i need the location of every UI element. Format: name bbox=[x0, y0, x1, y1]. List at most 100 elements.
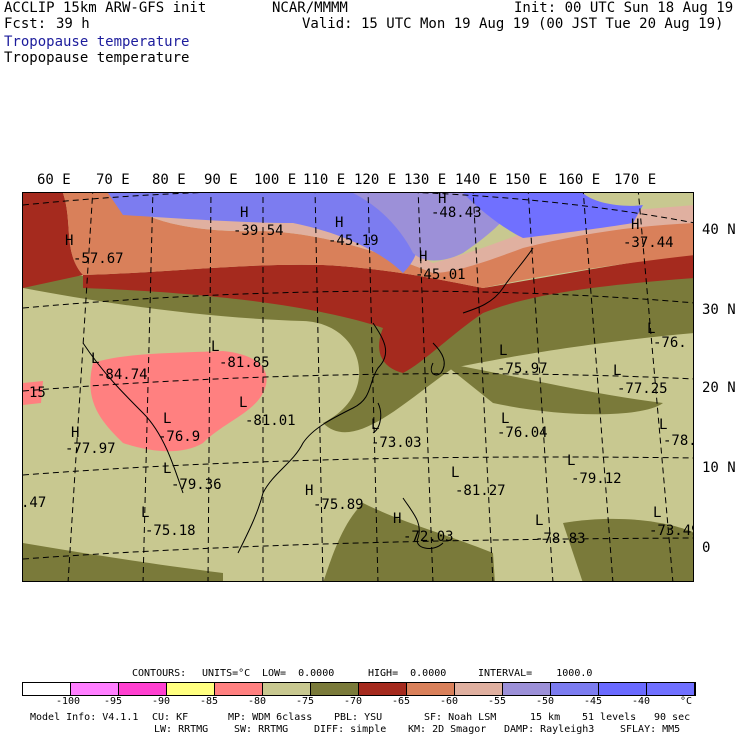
colorbar-tick-label: -65 bbox=[392, 696, 411, 707]
lat-label: 0 bbox=[702, 540, 711, 556]
colorbar-tick-label: -90 bbox=[152, 696, 171, 707]
extremum-value: -72.03 bbox=[403, 529, 454, 545]
field-region-minus50 bbox=[353, 193, 523, 261]
lon-label: 100 E bbox=[254, 172, 297, 188]
extremum-value: .47 bbox=[22, 495, 47, 511]
extremum-label: L bbox=[163, 461, 172, 477]
low-label: LOW= 0.0000 bbox=[262, 668, 335, 679]
extremum-value: -81.85 bbox=[219, 355, 270, 371]
colorbar-tick-label: -70 bbox=[344, 696, 363, 707]
colorbar-swatch bbox=[455, 683, 503, 695]
extremum-value: -75.97 bbox=[497, 361, 548, 377]
lon-label: 70 E bbox=[96, 172, 130, 188]
timestep: 90 sec bbox=[654, 712, 691, 723]
field-region-minus70 bbox=[563, 518, 693, 581]
lon-label: 60 E bbox=[37, 172, 71, 188]
extremum-value: -77.25 bbox=[617, 381, 668, 397]
extremum-value: -73.49 bbox=[649, 523, 693, 539]
extremum-value: -45.01 bbox=[415, 267, 466, 283]
lon-label: 90 E bbox=[204, 172, 238, 188]
lat-label: 30 N bbox=[702, 302, 736, 318]
extremum-label: L bbox=[211, 339, 220, 355]
colorbar-swatch bbox=[551, 683, 599, 695]
colorbar bbox=[22, 682, 696, 696]
km-scheme: KM: 2D Smagor bbox=[408, 724, 487, 735]
colorbar-tick-label: -80 bbox=[248, 696, 267, 707]
lon-label: 120 E bbox=[354, 172, 397, 188]
extremum-value: 15 bbox=[29, 385, 46, 401]
sw-scheme: SW: RRTMG bbox=[234, 724, 289, 735]
extremum-value: -39.54 bbox=[233, 223, 284, 239]
lon-label: 160 E bbox=[558, 172, 601, 188]
extremum-label: L bbox=[163, 411, 172, 427]
resolution: 15 km bbox=[530, 712, 561, 723]
colorbar-swatch bbox=[407, 683, 455, 695]
extremum-value: -37.44 bbox=[623, 235, 674, 251]
model-info: Model Info: V4.1.1 bbox=[30, 712, 139, 723]
colorbar-swatch bbox=[71, 683, 119, 695]
field-region-minus80 bbox=[90, 351, 267, 452]
colorbar-swatch bbox=[119, 683, 167, 695]
extremum-label: H bbox=[419, 249, 428, 265]
colorbar-tick-label: -60 bbox=[440, 696, 459, 707]
extremum-label: H bbox=[393, 511, 402, 527]
sflay-scheme: SFLAY: MM5 bbox=[620, 724, 681, 735]
field-title-black: Tropopause temperature bbox=[4, 50, 190, 66]
extremum-value: -76. bbox=[653, 335, 687, 351]
colorbar-swatch bbox=[359, 683, 407, 695]
forecast-hour: 39 h bbox=[56, 16, 90, 32]
extremum-label: L bbox=[501, 411, 510, 427]
extremum-label: L bbox=[567, 453, 576, 469]
field-region-minus60 bbox=[63, 193, 693, 288]
lon-label: 140 E bbox=[455, 172, 498, 188]
valid-time: Valid: 15 UTC Mon 19 Aug 19 (00 JST Tue … bbox=[302, 16, 724, 32]
field-region-minus70 bbox=[323, 503, 495, 581]
extremum-value: -79.36 bbox=[171, 477, 222, 493]
field-region-minus70 bbox=[23, 543, 223, 581]
field-region-minus40 bbox=[463, 193, 643, 238]
lat-label: 10 N bbox=[702, 460, 736, 476]
model-title: ACCLIP 15km ARW-GFS init bbox=[4, 0, 207, 16]
extremum-label: L bbox=[535, 513, 544, 529]
extremum-label: L bbox=[613, 363, 622, 379]
extremum-value: -73.03 bbox=[371, 435, 422, 451]
lw-scheme: LW: RRTMG bbox=[154, 724, 209, 735]
extremum-value: -78.83 bbox=[535, 531, 586, 547]
colorbar-tick-label: -95 bbox=[104, 696, 123, 707]
colorbar-swatch bbox=[311, 683, 359, 695]
colorbar-tick-label: -40 bbox=[632, 696, 651, 707]
extremum-label: H bbox=[438, 192, 447, 207]
extremum-value: -77.97 bbox=[65, 441, 116, 457]
extremum-label: H bbox=[71, 425, 80, 441]
extremum-value: -48.43 bbox=[431, 205, 482, 221]
lon-label: 80 E bbox=[152, 172, 186, 188]
contours-label: CONTOURS: bbox=[132, 668, 187, 679]
colorbar-tick-label: -50 bbox=[536, 696, 555, 707]
colorbar-swatch bbox=[599, 683, 647, 695]
field-region-minus65 bbox=[83, 253, 693, 373]
colorbar-swatch bbox=[215, 683, 263, 695]
extremum-label: L bbox=[659, 417, 668, 433]
extremum-label: L bbox=[141, 505, 150, 521]
extremum-label: H bbox=[240, 205, 249, 221]
colorbar-tick-label: -85 bbox=[200, 696, 219, 707]
pbl-scheme: PBL: YSU bbox=[334, 712, 383, 723]
extremum-value: -81.27 bbox=[455, 483, 506, 499]
extremum-label: H bbox=[631, 217, 640, 233]
colorbar-tick-label: -45 bbox=[584, 696, 603, 707]
colorbar-swatch bbox=[263, 683, 311, 695]
diff-scheme: DIFF: simple bbox=[314, 724, 387, 735]
levels: 51 levels bbox=[582, 712, 637, 723]
extremum-value: -79.12 bbox=[571, 471, 622, 487]
extremum-label: H bbox=[305, 483, 314, 499]
extremum-label: L bbox=[499, 343, 508, 359]
center-label: NCAR/MMMM bbox=[272, 0, 348, 16]
extremum-label: L bbox=[451, 465, 460, 481]
field-region-minus65 bbox=[23, 193, 83, 288]
field-region-minus70 bbox=[443, 363, 663, 415]
extremum-value: -78. bbox=[663, 433, 694, 449]
field-region-minus70 bbox=[23, 263, 693, 433]
field-region-minus80 bbox=[23, 381, 43, 405]
map-canvas bbox=[23, 193, 693, 581]
extremum-label: L bbox=[91, 351, 100, 367]
